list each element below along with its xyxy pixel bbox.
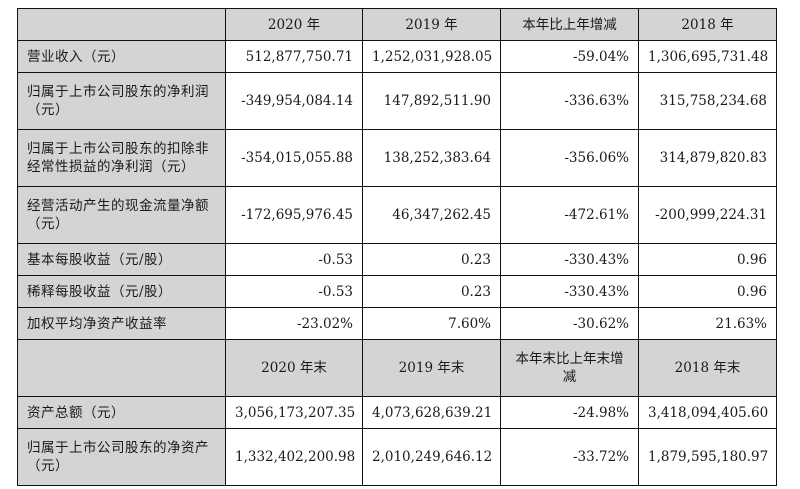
value-2018: -200,999,224.31 [638, 186, 777, 244]
header-2020-end: 2020 年末 [225, 339, 363, 397]
value-change: -59.04% [500, 40, 639, 73]
table-row: 经营活动产生的现金流量净额（元） -172,695,976.45 46,347,… [17, 186, 777, 244]
row-label: 归属于上市公司股东的净资产（元） [17, 428, 226, 486]
financial-summary-table: 2020 年 2019 年 本年比上年增减 2018 年 营业收入（元） 512… [17, 8, 777, 486]
value-change: -30.62% [500, 307, 639, 340]
value-2020: -0.53 [225, 275, 363, 308]
value-change: -33.72% [500, 428, 639, 486]
value-2020: -0.53 [225, 243, 363, 276]
value-2019: 7.60% [362, 307, 501, 340]
header-2018-end: 2018 年末 [638, 339, 777, 397]
value-2019: 4,073,628,639.21 [362, 396, 501, 429]
table-row: 归属于上市公司股东的净利润（元） -349,954,084.14 147,892… [17, 72, 777, 130]
row-label: 稀释每股收益（元/股） [17, 275, 226, 308]
value-change: -330.43% [500, 275, 639, 308]
value-2019: 1,252,031,928.05 [362, 40, 501, 73]
value-2018: 3,418,094,405.60 [638, 396, 777, 429]
table-row: 归属于上市公司股东的扣除非经常性损益的净利润（元） -354,015,055.8… [17, 129, 777, 187]
value-2018: 1,306,695,731.48 [638, 40, 777, 73]
value-2018: 21.63% [638, 307, 777, 340]
row-label: 经营活动产生的现金流量净额（元） [17, 186, 226, 244]
header-change-end: 本年末比上年末增减 [500, 339, 639, 397]
row-label: 营业收入（元） [17, 40, 226, 73]
header-row-year-end: 2020 年末 2019 年末 本年末比上年末增减 2018 年末 [17, 339, 777, 397]
value-2018: 0.96 [638, 275, 777, 308]
value-2018: 1,879,595,180.97 [638, 428, 777, 486]
header-2018: 2018 年 [638, 8, 777, 41]
table-row: 基本每股收益（元/股） -0.53 0.23 -330.43% 0.96 [17, 243, 777, 276]
row-label: 归属于上市公司股东的净利润（元） [17, 72, 226, 130]
value-2020: -354,015,055.88 [225, 129, 363, 187]
value-change: -356.06% [500, 129, 639, 187]
value-2020: 3,056,173,207.35 [225, 396, 363, 429]
value-2020: 1,332,402,200.98 [225, 428, 363, 486]
table-row: 加权平均净资产收益率 -23.02% 7.60% -30.62% 21.63% [17, 307, 777, 340]
value-2019: 2,010,249,646.12 [362, 428, 501, 486]
header-2019: 2019 年 [362, 8, 501, 41]
value-change: -336.63% [500, 72, 639, 130]
header-change: 本年比上年增减 [500, 8, 639, 41]
header-cell-empty [17, 339, 226, 397]
value-2019: 147,892,511.90 [362, 72, 501, 130]
value-2019: 0.23 [362, 243, 501, 276]
header-2020: 2020 年 [225, 8, 363, 41]
value-2020: -349,954,084.14 [225, 72, 363, 130]
value-2019: 0.23 [362, 275, 501, 308]
row-label: 归属于上市公司股东的扣除非经常性损益的净利润（元） [17, 129, 226, 187]
value-2018: 0.96 [638, 243, 777, 276]
value-2019: 46,347,262.45 [362, 186, 501, 244]
value-2019: 138,252,383.64 [362, 129, 501, 187]
table-row: 资产总额（元） 3,056,173,207.35 4,073,628,639.2… [17, 396, 777, 429]
value-2018: 315,758,234.68 [638, 72, 777, 130]
value-2018: 314,879,820.83 [638, 129, 777, 187]
header-2019-end: 2019 年末 [362, 339, 501, 397]
value-change: -330.43% [500, 243, 639, 276]
value-2020: -172,695,976.45 [225, 186, 363, 244]
value-change: -472.61% [500, 186, 639, 244]
row-label: 资产总额（元） [17, 396, 226, 429]
header-row-annual: 2020 年 2019 年 本年比上年增减 2018 年 [17, 8, 777, 41]
table-row: 营业收入（元） 512,877,750.71 1,252,031,928.05 … [17, 40, 777, 73]
value-2020: -23.02% [225, 307, 363, 340]
value-2020: 512,877,750.71 [225, 40, 363, 73]
header-cell-empty [17, 8, 226, 41]
value-change: -24.98% [500, 396, 639, 429]
row-label: 加权平均净资产收益率 [17, 307, 226, 340]
table-row: 稀释每股收益（元/股） -0.53 0.23 -330.43% 0.96 [17, 275, 777, 308]
row-label: 基本每股收益（元/股） [17, 243, 226, 276]
table-row: 归属于上市公司股东的净资产（元） 1,332,402,200.98 2,010,… [17, 428, 777, 486]
